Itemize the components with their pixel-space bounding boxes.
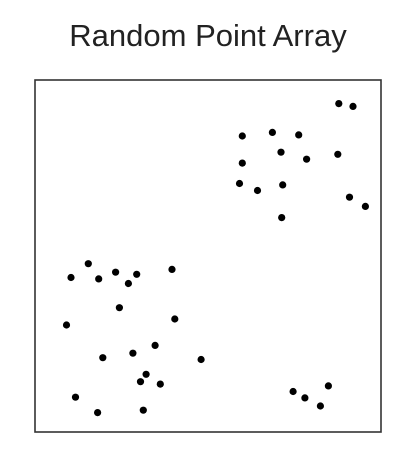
- data-point-20: [95, 275, 103, 283]
- points-layer: [62, 100, 369, 417]
- chart-title: Random Point Array: [69, 18, 347, 53]
- data-point-23: [115, 304, 123, 312]
- data-point-25: [62, 321, 71, 329]
- data-point-32: [156, 380, 164, 388]
- data-point-36: [289, 387, 297, 396]
- data-point-15: [278, 214, 286, 222]
- data-point-28: [197, 355, 205, 364]
- data-point-1: [335, 100, 343, 108]
- data-point-7: [303, 155, 311, 163]
- plot-frame: [34, 79, 382, 433]
- data-point-35: [139, 406, 147, 414]
- data-point-33: [71, 393, 80, 401]
- data-point-18: [133, 270, 141, 278]
- data-point-8: [334, 150, 342, 158]
- data-point-27: [129, 349, 137, 357]
- data-point-34: [94, 409, 102, 417]
- data-point-2: [349, 102, 357, 110]
- data-point-30: [142, 370, 150, 378]
- data-point-11: [253, 186, 262, 195]
- data-point-19: [67, 273, 75, 282]
- data-point-16: [84, 260, 92, 268]
- data-point-17: [112, 268, 120, 276]
- data-point-3: [238, 132, 246, 140]
- data-point-39: [324, 382, 332, 390]
- data-point-22: [124, 279, 132, 288]
- data-point-29: [99, 354, 107, 362]
- data-point-4: [268, 128, 276, 136]
- data-point-6: [277, 148, 285, 156]
- data-point-5: [295, 131, 303, 139]
- data-point-37: [301, 394, 309, 402]
- data-point-12: [279, 181, 287, 189]
- data-point-38: [316, 402, 324, 410]
- data-point-10: [235, 179, 244, 188]
- data-point-9: [238, 159, 246, 167]
- data-point-24: [171, 315, 179, 323]
- data-point-31: [136, 378, 145, 386]
- data-point-13: [345, 193, 354, 201]
- data-point-26: [151, 341, 159, 349]
- data-point-21: [168, 265, 176, 273]
- data-point-14: [361, 202, 369, 210]
